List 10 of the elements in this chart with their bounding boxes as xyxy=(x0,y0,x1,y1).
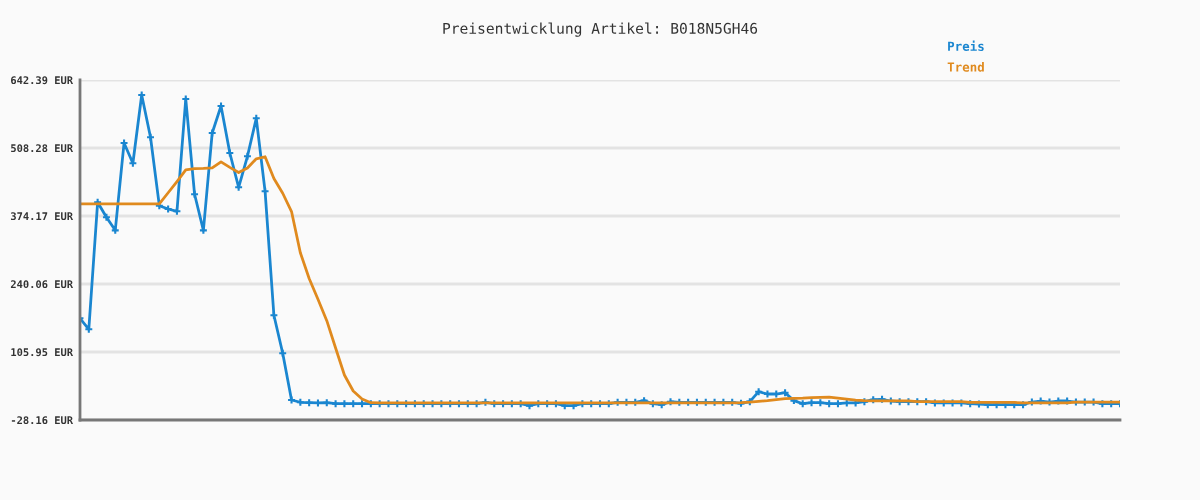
line-series xyxy=(80,155,1120,405)
y-tick-label: 105.95 EUR xyxy=(11,348,74,357)
y-tick-label: 642.39 EUR xyxy=(11,76,74,85)
y-tick-label: 240.06 EUR xyxy=(10,280,74,289)
y-tick-label: 374.17 EUR xyxy=(10,212,74,221)
text: Trend xyxy=(947,62,984,72)
chart-title: Preisentwicklung Artikel: B018N5GH46 xyxy=(443,22,758,37)
text: Preis xyxy=(948,40,984,51)
y-tick-label: -28.16 EUR xyxy=(11,416,74,425)
y-tick-label: 508.28 EUR xyxy=(11,144,74,153)
